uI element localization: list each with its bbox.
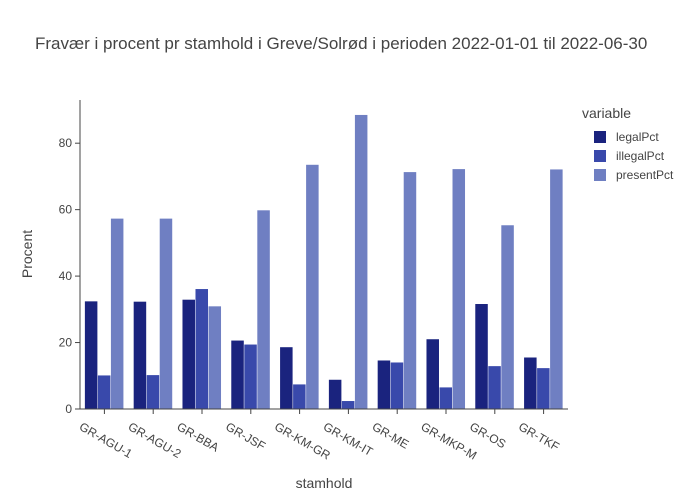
- legend-item-legalPct[interactable]: legalPct: [582, 127, 673, 146]
- legend-label: illegalPct: [616, 148, 665, 163]
- bar-illegalPct-GR-BBA[interactable]: [195, 289, 208, 409]
- bar-presentPct-GR-MKP-M[interactable]: [452, 169, 466, 409]
- legend-item-presentPct[interactable]: presentPct: [582, 165, 673, 184]
- bar-illegalPct-GR-MKP-M[interactable]: [439, 387, 452, 409]
- bar-illegalPct-GR-JSF[interactable]: [244, 344, 257, 409]
- legend-label: presentPct: [616, 167, 674, 182]
- bar-presentPct-GR-BBA[interactable]: [208, 306, 222, 409]
- bar-illegalPct-GR-ME[interactable]: [390, 362, 404, 409]
- bar-presentPct-GR-TKF[interactable]: [550, 169, 563, 409]
- legend-item-illegalPct[interactable]: illegalPct: [582, 146, 673, 165]
- bar-illegalPct-GR-OS[interactable]: [488, 366, 501, 409]
- bar-legalPct-GR-OS[interactable]: [475, 304, 488, 409]
- bar-presentPct-GR-ME[interactable]: [403, 172, 417, 409]
- bar-presentPct-GR-KM-GR[interactable]: [306, 164, 319, 409]
- bar-legalPct-GR-TKF[interactable]: [524, 357, 537, 410]
- x-tick-label-GR-AGU-2: GR-AGU-2: [126, 419, 184, 461]
- y-tick-label: 60: [59, 203, 73, 217]
- bar-presentPct-GR-AGU-1[interactable]: [110, 218, 124, 409]
- bar-illegalPct-GR-AGU-2[interactable]: [146, 375, 160, 409]
- bar-legalPct-GR-ME[interactable]: [377, 360, 391, 409]
- bar-legalPct-GR-AGU-1[interactable]: [84, 301, 98, 409]
- bar-illegalPct-GR-TKF[interactable]: [537, 368, 550, 409]
- bar-illegalPct-GR-KM-IT[interactable]: [341, 401, 355, 409]
- axes-group: [79, 100, 568, 410]
- x-tick-label-GR-JSF: GR-JSF: [223, 419, 268, 453]
- legend-swatch: [594, 168, 606, 181]
- legend-swatch: [594, 149, 606, 162]
- bar-legalPct-GR-BBA[interactable]: [182, 299, 195, 409]
- bar-legalPct-GR-JSF[interactable]: [231, 340, 244, 409]
- y-tick-label: 0: [65, 402, 72, 416]
- legend: variable legalPct illegalPct presentPct: [582, 105, 673, 184]
- bar-presentPct-GR-KM-IT[interactable]: [354, 114, 368, 409]
- x-tick-label-GR-AGU-1: GR-AGU-1: [77, 419, 135, 461]
- x-ticks-group: GR-AGU-1GR-AGU-2GR-BBA GR-JSF GR-KM-GRGR-K…: [77, 409, 562, 463]
- chart-title: Fravær i procent pr stamhold i Greve/Sol…: [35, 34, 648, 53]
- y-tick-label: 20: [59, 336, 73, 350]
- bar-legalPct-GR-KM-IT[interactable]: [328, 379, 342, 409]
- legend-label: legalPct: [616, 129, 659, 144]
- bar-legalPct-GR-AGU-2[interactable]: [133, 301, 147, 409]
- bar-presentPct-GR-OS[interactable]: [501, 225, 514, 409]
- bar-illegalPct-GR-KM-GR[interactable]: [293, 384, 306, 409]
- legend-items: legalPct illegalPct presentPct: [582, 127, 673, 184]
- legend-swatch: [594, 130, 606, 143]
- y-axis-title: Procent: [19, 230, 35, 278]
- x-axis-title: stamhold: [296, 475, 353, 491]
- bars-group: [84, 114, 563, 410]
- y-ticks-group: 0 20 40 60 80: [59, 136, 80, 416]
- legend-title: variable: [582, 105, 632, 121]
- y-tick-label: 40: [59, 269, 73, 283]
- x-tick-label-GR-ME: GR-ME: [370, 419, 412, 451]
- bar-illegalPct-GR-AGU-1[interactable]: [97, 375, 111, 409]
- bar-legalPct-GR-MKP-M[interactable]: [426, 339, 439, 409]
- bar-presentPct-GR-JSF[interactable]: [257, 210, 270, 409]
- x-tick-label-GR-TKF: GR-TKF: [516, 419, 562, 453]
- y-tick-label: 80: [59, 136, 73, 150]
- bar-presentPct-GR-AGU-2[interactable]: [159, 218, 173, 409]
- bar-legalPct-GR-KM-GR[interactable]: [280, 347, 293, 409]
